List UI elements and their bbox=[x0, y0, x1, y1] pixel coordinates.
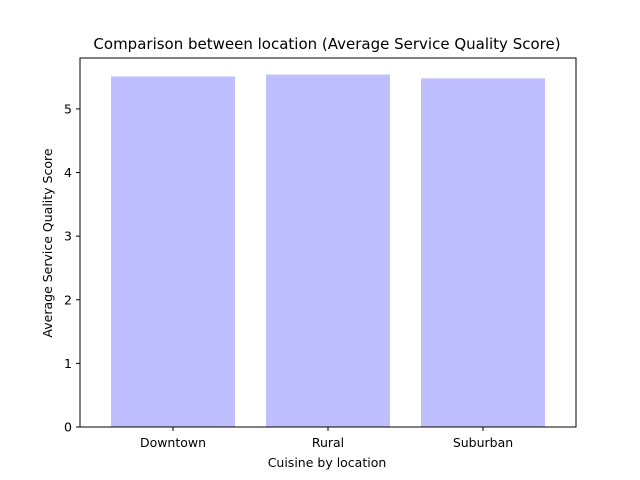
x-tick-label: Downtown bbox=[140, 435, 206, 450]
ticks-layer: Downtown Rural Suburban 0 1 2 3 4 5 bbox=[64, 101, 513, 450]
y-tick-label: 5 bbox=[64, 101, 72, 116]
y-axis-label: Average Service Quality Score bbox=[40, 148, 55, 337]
bars-layer bbox=[111, 74, 545, 428]
y-tick-label: 0 bbox=[64, 420, 72, 435]
bar-downtown bbox=[111, 76, 235, 427]
x-axis-label: Cuisine by location bbox=[268, 455, 387, 470]
bar-suburban bbox=[421, 78, 545, 428]
y-tick-label: 2 bbox=[64, 292, 72, 307]
x-tick-label: Rural bbox=[312, 435, 344, 450]
x-tick-label: Suburban bbox=[453, 435, 513, 450]
bar-rural bbox=[266, 74, 390, 427]
y-tick-label: 3 bbox=[64, 229, 72, 244]
axes-frame bbox=[79, 57, 577, 428]
y-tick-label: 4 bbox=[64, 165, 72, 180]
chart-title: Comparison between location (Average Ser… bbox=[93, 35, 560, 53]
y-tick-label: 1 bbox=[64, 356, 72, 371]
